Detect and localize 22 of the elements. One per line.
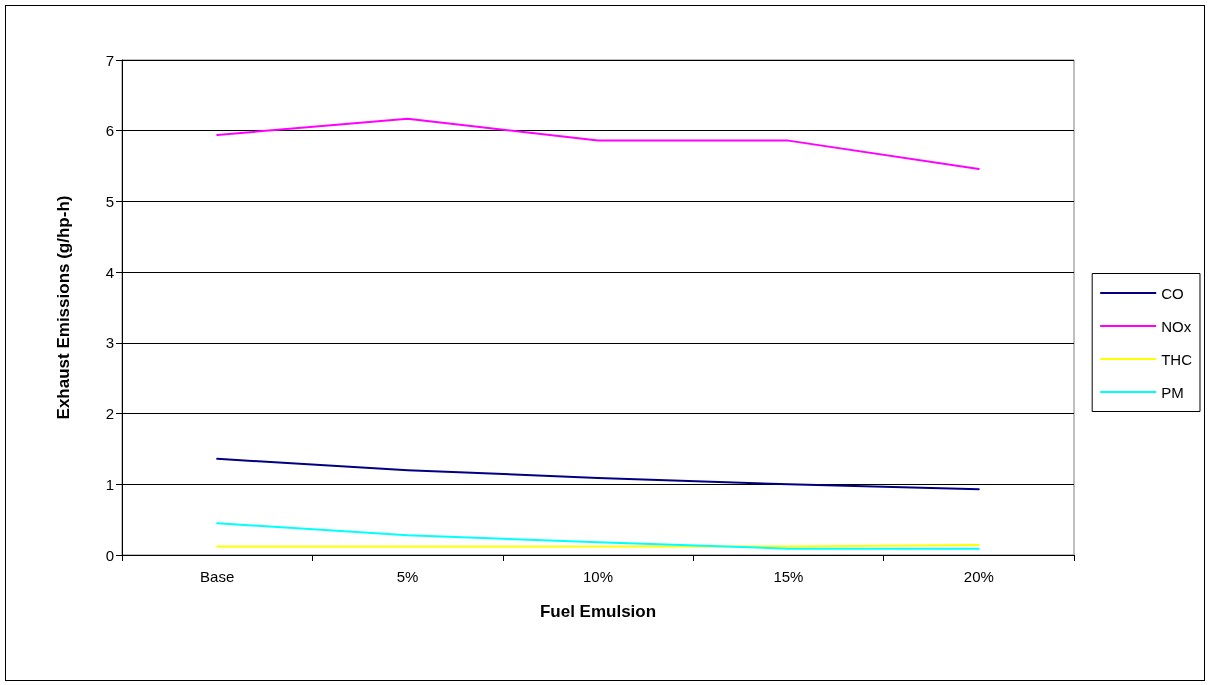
y-tick-label: 5	[105, 192, 114, 210]
legend-label: PM	[1161, 383, 1184, 401]
legend-label: NOx	[1161, 317, 1192, 335]
y-tick-label: 6	[105, 122, 114, 140]
x-tick-label: 5%	[396, 568, 419, 585]
legend-label: CO	[1161, 284, 1184, 302]
y-tick-label: 7	[105, 51, 114, 69]
y-tick-label: 3	[105, 334, 114, 352]
y-tick-label: 2	[105, 405, 114, 423]
line-series	[216, 522, 980, 550]
legend-label: THC	[1161, 350, 1193, 368]
y-axis-title: Exhaust Emissions (g/hp-h)	[54, 195, 73, 420]
y-tick-label: 1	[105, 475, 114, 493]
x-axis-title: Fuel Emulsion	[539, 602, 657, 621]
x-tick-label: 15%	[773, 568, 804, 585]
x-tick-label: 20%	[963, 568, 994, 585]
y-tick-label: 0	[105, 546, 114, 564]
line-series	[216, 117, 980, 170]
x-tick-label: 10%	[582, 568, 614, 585]
x-tick-label: Base	[200, 568, 235, 585]
line-series	[216, 457, 980, 491]
y-tick-label: 4	[105, 263, 114, 281]
